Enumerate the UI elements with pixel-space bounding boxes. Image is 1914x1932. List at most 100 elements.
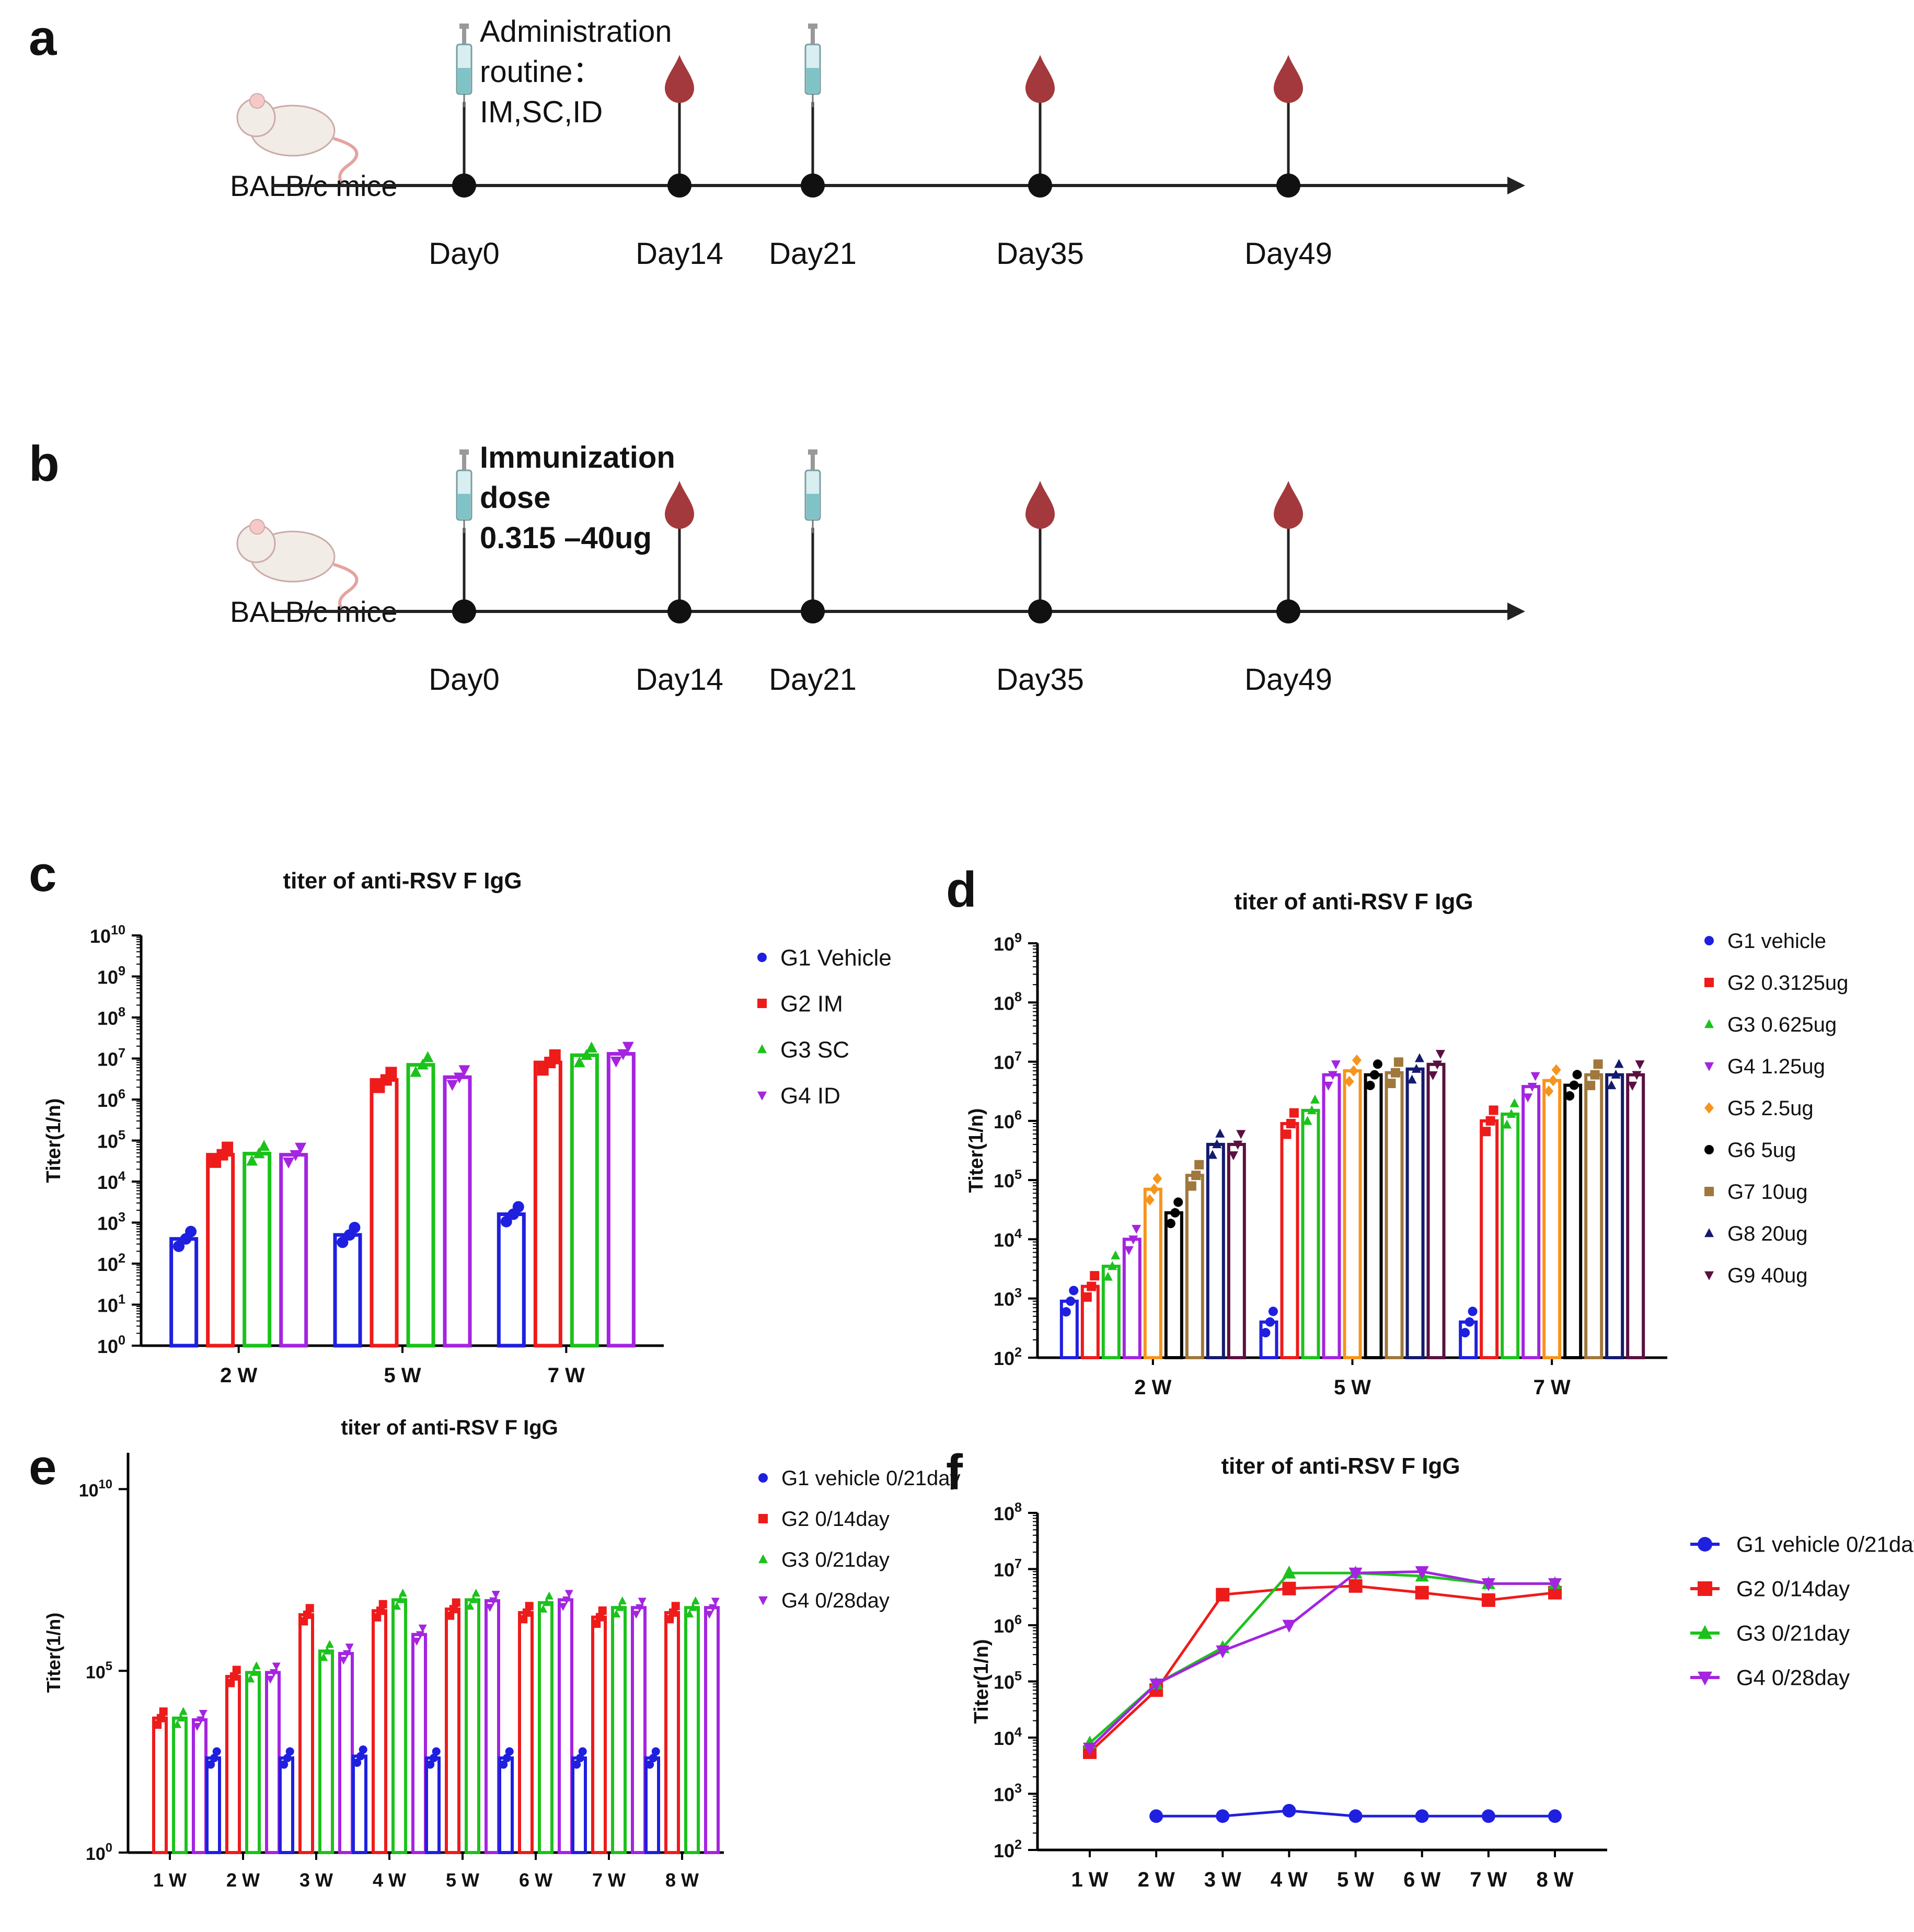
point-marker — [610, 1056, 622, 1068]
point-marker — [269, 1669, 278, 1678]
y-tick-label: 103 — [97, 1210, 125, 1234]
legend-item: G6 5ug — [1704, 1139, 1796, 1162]
point-marker — [226, 1679, 235, 1687]
point-marker — [1083, 1742, 1097, 1756]
legend-label: G3 0.625ug — [1727, 1013, 1837, 1036]
point-marker — [432, 1747, 441, 1756]
bar — [411, 1624, 427, 1855]
point-marker — [1103, 1271, 1113, 1281]
bar-rect — [1185, 1174, 1204, 1360]
mouse-icon — [236, 519, 359, 613]
point-marker — [1265, 1317, 1275, 1327]
bar-rect — [1122, 1237, 1142, 1359]
chart-panel-f: f 102 103 104 105 106 107 108 titer of anti-RSV … — [946, 1444, 1914, 1891]
point-marker — [1704, 1019, 1714, 1028]
point-marker — [1282, 1129, 1292, 1139]
point-marker — [196, 1716, 205, 1725]
point-marker — [1365, 1081, 1375, 1091]
legend-item: G1 vehicle — [1704, 930, 1826, 953]
bar — [1405, 1053, 1425, 1359]
bar-rect — [338, 1652, 354, 1854]
series-line — [1149, 1803, 1562, 1823]
point-marker — [1215, 1128, 1225, 1138]
point-marker — [1307, 1105, 1317, 1115]
point-marker — [1386, 1079, 1396, 1089]
point-marker — [1698, 1537, 1712, 1552]
bar — [1584, 1059, 1604, 1359]
point-marker — [665, 1615, 674, 1624]
point-marker — [622, 1042, 634, 1053]
bar — [1206, 1128, 1225, 1359]
bar-rect — [1480, 1119, 1499, 1360]
bar-rect — [664, 1611, 680, 1854]
bar — [1542, 1064, 1562, 1359]
y-tick-label: 108 — [994, 990, 1022, 1014]
legend-item: G8 20ug — [1704, 1222, 1807, 1245]
point-marker — [688, 1603, 697, 1611]
point-marker — [581, 1049, 593, 1060]
point-marker — [1173, 1197, 1183, 1207]
point-marker — [1194, 1160, 1204, 1170]
point-marker — [512, 1201, 524, 1213]
point-marker — [1108, 1261, 1117, 1270]
point-marker — [1069, 1286, 1079, 1295]
point-marker — [290, 1150, 302, 1161]
x-tick-label: 4 W — [373, 1869, 406, 1891]
point-marker — [595, 1613, 604, 1622]
point-marker — [645, 1760, 654, 1769]
x-tick-label: 5 W — [1334, 1376, 1371, 1399]
bar-rect — [169, 1237, 199, 1348]
legend-label: G2 0/14day — [781, 1508, 890, 1531]
point-marker — [691, 1596, 700, 1605]
point-marker — [592, 1619, 601, 1628]
bar-rect — [1364, 1073, 1383, 1359]
chart-panel-e: e 100 105 1010 titer of anti-RSV F IgG Titer(… — [29, 1416, 960, 1891]
y-tick-label: 1010 — [79, 1477, 112, 1500]
legend-item: G4 1.25ug — [1704, 1055, 1825, 1078]
y-tick-label: 105 — [97, 1128, 125, 1152]
point-marker — [418, 1624, 427, 1633]
blood-drop-icon — [1274, 55, 1303, 103]
syringe-plunger — [459, 449, 469, 455]
bar — [318, 1640, 334, 1855]
point-marker — [635, 1604, 644, 1613]
event-dot — [1276, 599, 1300, 623]
point-marker — [1468, 1306, 1478, 1316]
bar — [1459, 1306, 1478, 1359]
point-marker — [1216, 1645, 1230, 1659]
legend-label: G3 SC — [780, 1037, 849, 1062]
point-marker — [757, 999, 767, 1008]
point-marker — [376, 1606, 385, 1615]
bar — [406, 1051, 435, 1348]
point-marker — [758, 1554, 768, 1564]
point-marker — [398, 1589, 407, 1597]
legend-item: G9 40ug — [1704, 1264, 1807, 1287]
point-marker — [1393, 1057, 1403, 1067]
y-tick-label: 104 — [994, 1227, 1022, 1251]
bar — [704, 1598, 720, 1855]
point-marker — [452, 1598, 460, 1607]
x-tick-label: 1 W — [153, 1869, 187, 1891]
bar — [1322, 1060, 1341, 1359]
point-marker — [1111, 1250, 1121, 1259]
bar — [265, 1662, 281, 1854]
point-marker — [159, 1707, 168, 1716]
bar-rect — [279, 1153, 308, 1348]
point-marker — [272, 1662, 281, 1671]
bar-rect — [172, 1716, 188, 1854]
timeline-arrow — [1507, 603, 1525, 620]
bar-rect — [265, 1671, 281, 1854]
point-marker — [1569, 1080, 1579, 1090]
point-marker — [396, 1595, 405, 1603]
legend-label: G3 0/21day — [1736, 1621, 1850, 1646]
point-marker — [283, 1158, 295, 1169]
bar — [1501, 1098, 1520, 1359]
point-marker — [353, 1758, 362, 1767]
day-label: Day35 — [996, 237, 1084, 271]
point-marker — [249, 1668, 258, 1676]
point-marker — [522, 1608, 531, 1617]
x-tick-label: 6 W — [519, 1869, 552, 1891]
bar — [1259, 1306, 1278, 1359]
legend-label: G1 vehicle 0/21day — [1736, 1532, 1914, 1557]
